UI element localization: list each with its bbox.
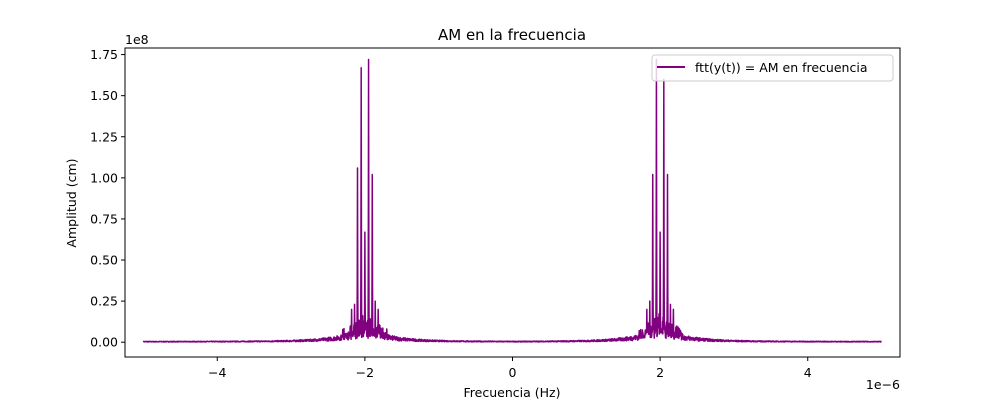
y-tick-label: 0.75 [90,211,118,226]
series-layer [142,58,883,343]
y-tick-label: 0.50 [90,253,118,268]
legend: ftt(y(t)) = AM en frecuencia [651,54,894,82]
x-tick-label: 2 [656,365,664,380]
y-tick-label: 0.25 [90,294,118,309]
y-axis: 0.00 0.25 0.50 0.75 1.00 1.25 1.50 1.75 [90,47,125,350]
x-tick-label: 0 [509,365,517,380]
y-tick-label: 1.75 [90,47,118,62]
x-axis-label: Frecuencia (Hz) [464,385,561,400]
x-tick-label: 4 [804,365,812,380]
x-scale-label: 1e−6 [866,377,900,392]
y-tick-label: 1.00 [90,170,118,185]
legend-label: ftt(y(t)) = AM en frecuencia [695,60,867,75]
chart-title: AM en la frecuencia [438,26,586,44]
x-axis: −4 −2 0 2 4 [208,357,812,380]
y-tick-label: 1.50 [90,88,118,103]
plot-area [125,48,900,357]
y-tick-label: 1.25 [90,129,118,144]
x-tick-label: −2 [356,365,374,380]
y-tick-label: 0.00 [90,335,118,350]
y-scale-label: 1e8 [125,32,149,47]
y-axis-label: Amplitud (cm) [64,158,79,247]
legend-box [651,54,894,82]
series-line [142,58,883,343]
x-tick-label: −4 [208,365,226,380]
